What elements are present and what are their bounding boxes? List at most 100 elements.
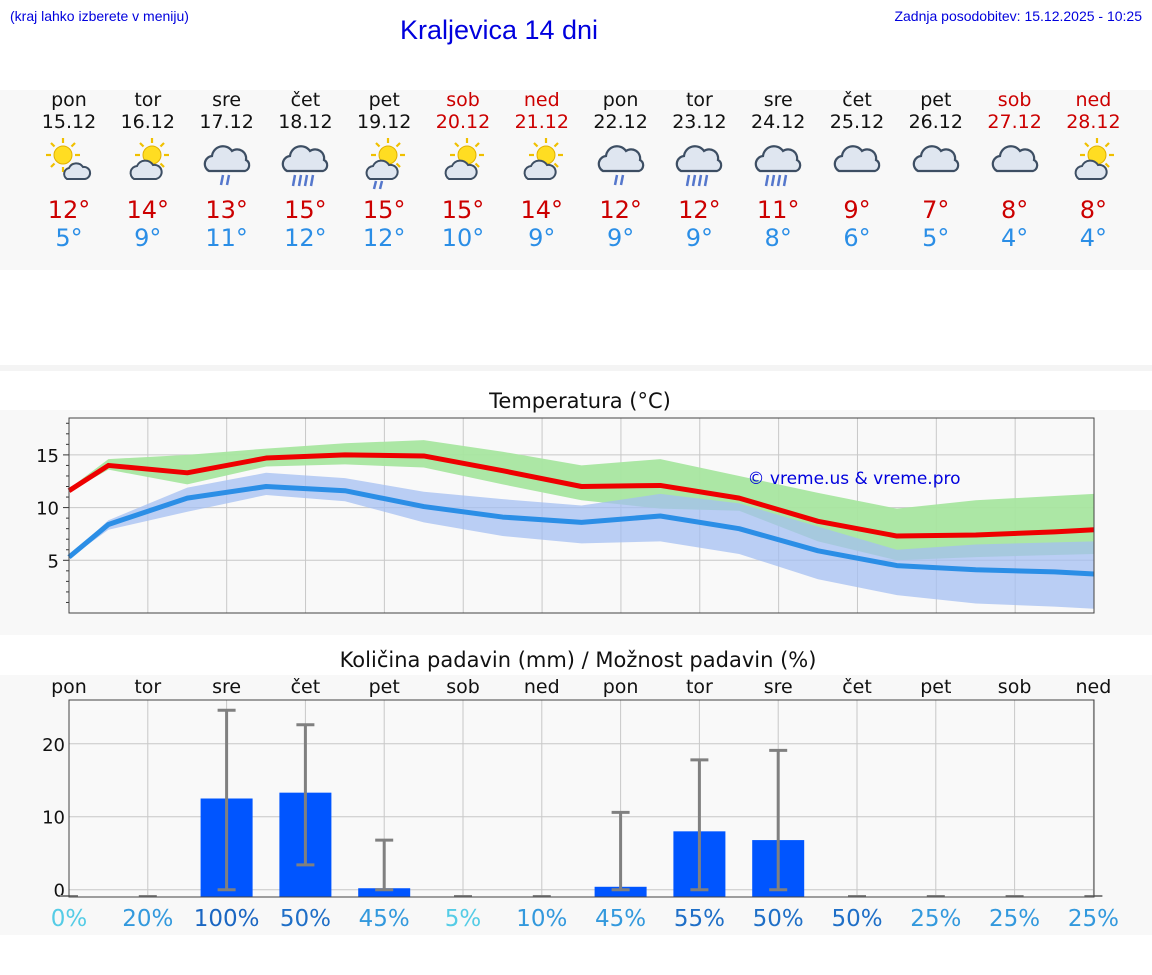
x-category-label: sob: [998, 676, 1032, 698]
forecast-day: čet 18.12 15° 12°: [266, 89, 344, 252]
forecast-day: tor 16.12 14° 9°: [109, 89, 187, 252]
max-temp: 12°: [47, 196, 91, 224]
sun-cloud-rain-icon: [365, 138, 406, 190]
forecast-day: ned 28.12 8° 4°: [1054, 89, 1132, 252]
precip-probability: 5%: [445, 906, 482, 932]
day-name: sob: [997, 89, 1032, 111]
day-name: sre: [763, 89, 793, 111]
day-name: pon: [602, 89, 639, 111]
max-temp: 14°: [520, 196, 564, 224]
x-category-label: sre: [764, 676, 793, 698]
max-temp: 7°: [922, 196, 950, 224]
cloud-icon: [991, 145, 1038, 173]
forecast-day: pet 19.12 15° 12°: [345, 89, 423, 252]
cloud-icon: [912, 145, 960, 173]
min-temp: 8°: [764, 224, 792, 252]
day-name: pon: [51, 89, 87, 111]
max-temp: 8°: [1079, 196, 1108, 224]
min-temp: 11°: [205, 224, 248, 252]
day-date: 21.12: [514, 111, 569, 133]
forecast-day: pon 22.12 12° 9°: [582, 89, 660, 252]
x-category-label: čet: [842, 676, 872, 698]
x-category-label: ned: [524, 676, 560, 698]
day-name: ned: [1075, 89, 1112, 111]
forecast-day: tor 23.12 12° 9°: [660, 89, 738, 252]
min-temp-line: [67, 484, 1095, 577]
x-category-label: tor: [134, 676, 161, 698]
y-tick-label: 15: [36, 446, 59, 467]
day-name: pet: [920, 89, 952, 111]
y-tick-label: 5: [48, 551, 59, 572]
day-date: 22.12: [593, 111, 648, 133]
max-temp-range-band: [69, 440, 1094, 561]
precip-probability: 25%: [989, 906, 1040, 932]
precip-probability: 55%: [674, 906, 725, 932]
x-category-label: pet: [920, 676, 951, 698]
plot-frame: [68, 417, 1095, 614]
day-name: pet: [368, 89, 400, 111]
day-date: 28.12: [1066, 111, 1121, 133]
day-date: 26.12: [908, 111, 963, 133]
precip-probability: 25%: [910, 906, 961, 932]
x-category-label: sre: [212, 676, 241, 698]
min-temp: 9°: [606, 224, 635, 252]
day-date: 27.12: [987, 111, 1042, 133]
precip-probability: 20%: [122, 906, 173, 932]
day-date: 18.12: [278, 111, 333, 133]
x-category-label: pet: [369, 676, 400, 698]
sun-cloud-icon: [1074, 138, 1115, 180]
forecast-day: sob 20.12 15° 10°: [424, 89, 502, 252]
y-tick-label: 0: [54, 881, 65, 902]
cloud-heavy-rain-icon: [282, 145, 329, 187]
max-temp-line: [67, 452, 1095, 539]
max-temp: 9°: [843, 196, 871, 224]
forecast-day: čet 25.12 9° 6°: [818, 89, 896, 252]
day-name: čet: [842, 89, 872, 111]
cloud-icon: [833, 145, 881, 173]
x-category-label: ned: [1076, 676, 1112, 698]
precip-probability: 50%: [753, 906, 804, 932]
cloud-heavy-rain-icon: [676, 145, 723, 187]
y-tick-label: 10: [42, 808, 65, 829]
min-temp: 6°: [843, 224, 871, 252]
forecast-day: sre 24.12 11° 8°: [739, 89, 817, 252]
day-name: sre: [212, 89, 242, 111]
cloud-rain-icon: [597, 145, 644, 186]
last-updated: Zadnja posodobitev: 15.12.2025 - 10:25: [894, 8, 1142, 24]
x-category-label: čet: [291, 676, 321, 698]
y-tick-label: 10: [36, 499, 59, 520]
day-name: čet: [290, 89, 321, 111]
max-temp: 15°: [441, 196, 485, 224]
max-temp: 12°: [599, 196, 642, 224]
forecast-day: pon 15.12 12° 5°: [30, 89, 108, 252]
cloud-heavy-rain-icon: [754, 145, 802, 187]
day-date: 16.12: [120, 111, 175, 133]
min-temp-range-band: [69, 472, 1094, 609]
day-name: sob: [446, 89, 480, 111]
day-date: 17.12: [199, 111, 254, 133]
min-temp: 12°: [362, 224, 406, 252]
max-temp: 8°: [1000, 196, 1029, 224]
forecast-day: ned 21.12 14° 9°: [503, 89, 581, 252]
location-hint: (kraj lahko izberete v meniju): [10, 8, 189, 24]
cloud-rain-icon: [203, 145, 250, 186]
min-temp: 5°: [55, 224, 83, 252]
precip-bar: [358, 888, 411, 897]
min-temp: 9°: [685, 224, 714, 252]
min-temp: 4°: [1000, 224, 1029, 252]
x-category-label: sob: [446, 676, 480, 698]
min-temp: 9°: [528, 224, 556, 252]
partly-sunny-icon: [46, 138, 92, 180]
precip-bar: [594, 886, 647, 897]
precip-probability: 0%: [51, 906, 88, 932]
precip-probability: 25%: [1068, 906, 1119, 932]
max-temp: 13°: [205, 196, 248, 224]
sun-cloud-icon: [444, 138, 484, 180]
precip-probability: 45%: [359, 906, 410, 932]
precip-probability: 10%: [516, 906, 567, 932]
page-title: Kraljevica 14 dni: [399, 15, 599, 45]
precip-probability: 50%: [831, 906, 882, 932]
sun-cloud-icon: [523, 138, 563, 180]
y-tick-label: 20: [42, 735, 65, 756]
